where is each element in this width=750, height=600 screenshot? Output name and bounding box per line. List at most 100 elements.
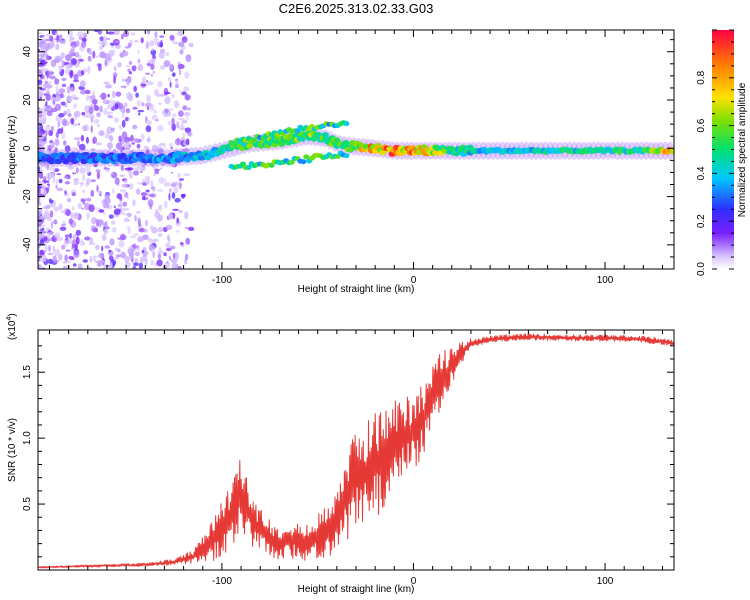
spectrogram-speckle: [153, 37, 159, 42]
spectrogram-speckle: [55, 96, 59, 100]
spectrogram-ridge-point: [342, 140, 350, 146]
spectrogram-speckle: [110, 262, 113, 267]
spectrogram-speckle: [70, 212, 74, 219]
spectrogram-speckle: [96, 184, 99, 193]
spectrogram-speckle: [174, 198, 181, 203]
spectrogram-speckle: [66, 197, 72, 203]
spectrogram-speckle: [178, 110, 184, 117]
spectrogram-speckle: [82, 173, 85, 182]
spectrogram-speckle: [50, 96, 56, 101]
snr-multiplier-base: (x10: [7, 320, 18, 340]
spectrogram-speckle: [170, 183, 177, 188]
spectrogram-speckle: [77, 162, 80, 166]
spectrogram-ytick-label: -40: [22, 237, 33, 252]
colorbar-tick-label: 0.4: [696, 166, 707, 180]
spectrogram-speckle: [77, 123, 81, 126]
spectrogram-speckle: [134, 166, 141, 171]
spectrogram-ytick-label: 40: [22, 46, 33, 58]
spectrogram-speckle: [38, 266, 41, 269]
spectrogram-speckle: [146, 106, 150, 111]
spectrogram-speckle: [47, 216, 52, 222]
spectrogram-speckle: [155, 93, 161, 98]
spectrogram-speckle: [117, 237, 124, 240]
spectrogram-speckle: [125, 77, 131, 86]
spectrogram-speckle: [43, 249, 47, 253]
spectrogram-speckle: [127, 68, 131, 73]
spectrogram-speckle: [182, 148, 190, 152]
spectrogram-speckle: [114, 177, 120, 186]
spectrogram-speckle: [151, 48, 154, 52]
spectrogram-speckle: [46, 163, 50, 171]
spectrogram-speckle: [95, 169, 101, 173]
spectrogram-speckle: [39, 92, 44, 95]
spectrogram-speckle: [103, 35, 107, 43]
spectrogram-speckle: [172, 113, 177, 118]
spectrogram-speckle: [70, 117, 75, 125]
spectrogram-speckle: [151, 227, 158, 234]
spectrogram-speckle: [87, 67, 90, 75]
spectrogram-speckle: [78, 36, 83, 40]
spectrogram-speckle: [107, 115, 114, 119]
spectrogram-side-lobe: [245, 165, 252, 170]
spectrogram-speckle: [172, 72, 176, 77]
spectrogram-side-lobe: [300, 159, 307, 165]
spectrogram-speckle: [112, 226, 117, 233]
spectrogram-speckle: [102, 212, 106, 215]
spectrogram-speckle: [177, 30, 185, 36]
spectrogram-speckle: [183, 86, 190, 92]
spectrogram-speckle: [119, 196, 123, 202]
spectrogram-speckle: [41, 207, 44, 210]
spectrogram-speckle: [80, 134, 85, 142]
spectrogram-speckle: [154, 89, 159, 92]
spectrogram-speckle: [108, 249, 112, 253]
spectrogram-speckle: [45, 180, 50, 183]
snr-marks: [38, 333, 674, 569]
spectrogram-speckle: [43, 105, 47, 109]
spectrogram-ridge-point: [669, 148, 674, 155]
spectrogram-speckle: [74, 244, 78, 251]
spectrogram-speckle: [180, 241, 184, 246]
spectrogram-speckle: [136, 143, 141, 149]
spectrogram-speckle: [48, 166, 54, 171]
spectrogram-speckle: [41, 38, 47, 43]
spectrogram-speckle: [167, 121, 173, 126]
spectrogram-speckle: [45, 100, 48, 107]
spectrogram-speckle: [104, 245, 111, 249]
spectrogram-speckle: [171, 123, 176, 131]
spectrogram-speckle: [145, 125, 152, 133]
spectrogram-speckle: [137, 109, 145, 113]
spectrogram-speckle: [107, 93, 110, 98]
spectrogram-speckle: [178, 68, 182, 76]
spectrogram-speckle: [187, 131, 192, 137]
spectrogram-speckle: [145, 119, 153, 126]
spectrogram-speckle: [171, 93, 175, 99]
spectrogram-speckle: [75, 229, 82, 236]
spectrogram-speckle: [185, 237, 191, 245]
spectrogram-speckle: [182, 39, 188, 42]
spectrogram-speckle: [168, 143, 174, 147]
spectrogram-speckle: [40, 234, 46, 238]
spectrogram-speckle: [186, 107, 191, 111]
spectrogram-speckle: [137, 58, 141, 64]
spectrogram-speckle: [99, 36, 105, 42]
spectrogram-speckle: [106, 126, 113, 134]
spectrogram-speckle: [61, 77, 67, 81]
spectrogram-speckle: [92, 255, 98, 258]
spectrogram-speckle: [80, 41, 87, 48]
spectrogram-speckle: [115, 142, 122, 150]
spectrogram-xtick-label: 0: [411, 275, 417, 286]
spectrogram-speckle: [114, 256, 120, 260]
spectrogram-speckle: [113, 208, 121, 215]
spectrogram-speckle: [57, 249, 60, 255]
spectrogram-speckle: [188, 42, 194, 48]
spectrogram-speckle: [72, 96, 79, 100]
spectrogram-speckle: [144, 219, 148, 227]
spectrogram-speckle: [77, 263, 83, 269]
spectrogram-speckle: [55, 184, 58, 189]
spectrogram-speckle: [185, 138, 190, 145]
spectrogram-speckle: [113, 65, 117, 72]
snr-ytick-label: 1.5: [22, 365, 33, 379]
spectrogram-speckle: [113, 30, 120, 36]
spectrogram-speckle: [39, 168, 44, 173]
